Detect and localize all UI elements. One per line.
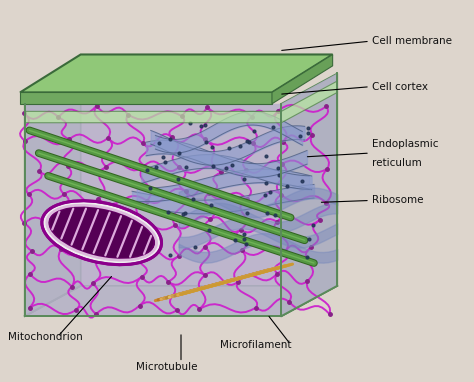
- Polygon shape: [20, 92, 272, 104]
- Polygon shape: [25, 286, 337, 316]
- Polygon shape: [25, 73, 81, 316]
- Polygon shape: [20, 55, 333, 92]
- Text: Cell cortex: Cell cortex: [372, 82, 428, 92]
- Text: reticulum: reticulum: [372, 157, 422, 168]
- Text: Microtubule: Microtubule: [136, 363, 198, 372]
- Text: Microfilament: Microfilament: [220, 340, 292, 350]
- Text: Mitochondrion: Mitochondrion: [9, 332, 83, 342]
- Ellipse shape: [42, 201, 162, 265]
- Text: Ribosome: Ribosome: [372, 196, 424, 206]
- Polygon shape: [272, 55, 333, 104]
- Polygon shape: [25, 81, 337, 123]
- Text: Cell membrane: Cell membrane: [372, 36, 452, 46]
- Polygon shape: [25, 73, 337, 316]
- Ellipse shape: [49, 207, 154, 259]
- Text: Endoplasmic: Endoplasmic: [372, 139, 439, 149]
- Polygon shape: [281, 73, 337, 316]
